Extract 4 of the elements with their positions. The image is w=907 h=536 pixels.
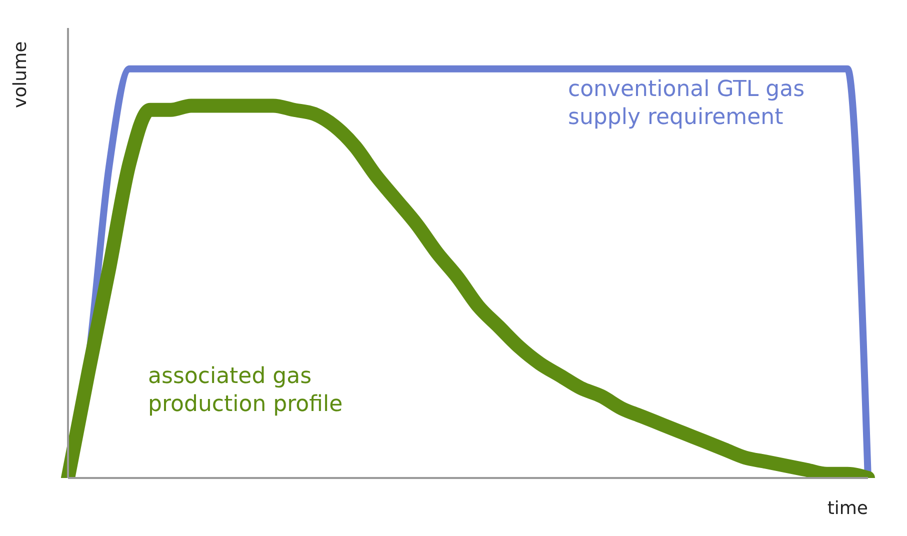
text: associated gas production profile xyxy=(148,363,344,419)
y-axis-title: volume xyxy=(10,41,31,108)
x-axis-title: time xyxy=(827,498,868,519)
series-label: conventional GTL gas supply requirement xyxy=(568,76,806,132)
